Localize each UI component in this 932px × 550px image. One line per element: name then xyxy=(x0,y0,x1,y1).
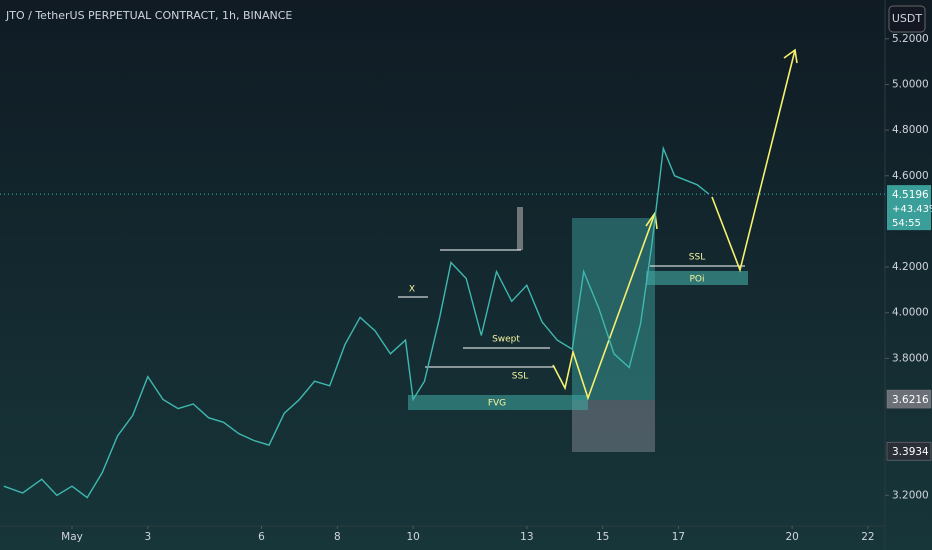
x-tick-label: May xyxy=(61,531,83,543)
y-tick-label: 3.8000 xyxy=(892,352,929,364)
y-tick-label: 4.2000 xyxy=(892,261,929,273)
x-tick-label: 6 xyxy=(258,531,265,543)
x-tick-label: 22 xyxy=(861,531,874,543)
poi-box xyxy=(646,271,748,285)
currency-label: USDT xyxy=(892,12,923,25)
level-label: 3.6216 xyxy=(892,394,929,406)
annotation: SSL xyxy=(689,253,705,263)
x-tick-label: 3 xyxy=(144,531,151,543)
annotation: X xyxy=(409,285,415,295)
x-tick-label: 17 xyxy=(672,531,685,543)
price-line xyxy=(3,145,710,499)
level-box xyxy=(886,441,932,461)
change-label: +43.43% xyxy=(892,204,932,215)
level-label: 3.3934 xyxy=(892,446,929,458)
x-tick-label: 13 xyxy=(520,531,533,543)
currency-button[interactable] xyxy=(888,5,926,33)
annotation: FVG xyxy=(488,399,506,409)
annotation: Swept xyxy=(492,335,520,345)
wick-marker xyxy=(517,207,523,250)
countdown-label: 54:55 xyxy=(892,218,921,229)
long-zone xyxy=(572,218,655,400)
y-tick-label: 4.0000 xyxy=(892,307,929,319)
projection-path xyxy=(552,212,656,401)
y-tick-label: 4.6000 xyxy=(892,170,929,182)
y-tick-label: 4.8000 xyxy=(892,124,929,136)
x-tick-label: 8 xyxy=(334,531,341,543)
x-tick-label: 10 xyxy=(406,531,419,543)
y-tick-label: 3.2000 xyxy=(892,489,929,501)
y-tick-label: 5.0000 xyxy=(892,78,929,90)
level-box xyxy=(886,389,932,409)
chart-title: JTO / TetherUS PERPETUAL CONTRACT, 1h, B… xyxy=(5,9,292,22)
annotation: SSL xyxy=(512,372,528,382)
annotations: X Swept SSL FVG SSL POi xyxy=(398,48,798,452)
fvg-box xyxy=(408,395,588,410)
last-price-label: 4.5196 xyxy=(892,189,929,201)
y-tick-label: 5.2000 xyxy=(892,33,929,45)
x-tick-label: 20 xyxy=(785,531,798,543)
projection-path xyxy=(711,49,796,273)
last-price-box xyxy=(887,185,931,231)
arrow-head xyxy=(783,48,798,64)
annotation: POi xyxy=(689,275,704,285)
x-tick-label: 15 xyxy=(596,531,609,543)
